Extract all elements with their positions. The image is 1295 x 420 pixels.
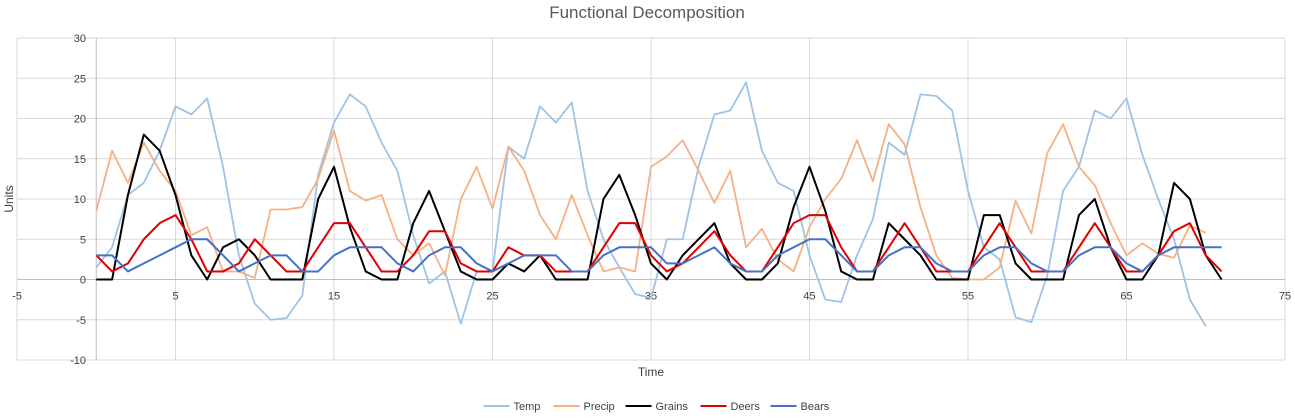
legend-item-grains: Grains	[625, 401, 689, 413]
x-tick-label: 5	[172, 291, 178, 303]
legend-item-temp: Temp	[483, 401, 541, 413]
y-tick-label: -5	[76, 315, 86, 327]
y-tick-label: 15	[74, 154, 86, 166]
series-line-temp	[95, 81, 1207, 327]
series-line-grains	[96, 133, 1223, 281]
series-line-precip	[95, 123, 1207, 281]
gridlines	[16, 37, 1286, 361]
x-tick-label: -5	[12, 291, 22, 303]
y-tick-label: 20	[74, 114, 86, 126]
y-tick-label: 0	[80, 275, 86, 287]
legend-label: Grains	[656, 401, 689, 413]
legend-label: Precip	[584, 401, 615, 413]
y-tick-label: 10	[74, 194, 86, 206]
legend-label: Bears	[801, 401, 830, 413]
x-tick-label: 65	[1120, 291, 1132, 303]
x-tick-label: 55	[962, 291, 974, 303]
legend-label: Deers	[731, 401, 761, 413]
legend-item-bears: Bears	[770, 401, 830, 413]
x-axis-title: Time	[638, 365, 665, 379]
x-tick-label: 45	[803, 291, 815, 303]
x-tick-label: 15	[328, 291, 340, 303]
series-line-bears	[96, 238, 1222, 273]
x-tick-label: 25	[486, 291, 498, 303]
y-tick-label: -10	[70, 355, 86, 367]
y-tick-label: 30	[74, 33, 86, 45]
legend-label: Temp	[514, 401, 541, 413]
legend-item-precip: Precip	[553, 401, 615, 413]
x-tick-label: 75	[1279, 291, 1291, 303]
series-line-deers	[95, 214, 1223, 273]
series-lines	[95, 81, 1223, 327]
y-tick-label: 25	[74, 73, 86, 85]
y-axis-title: Units	[2, 185, 16, 212]
legend: Temp Precip Grains Deers Bears	[483, 401, 830, 413]
legend-item-deers: Deers	[700, 401, 761, 413]
axes	[17, 38, 1285, 360]
chart-title: Functional Decomposition	[549, 3, 745, 22]
y-tick-label: 5	[80, 234, 86, 246]
